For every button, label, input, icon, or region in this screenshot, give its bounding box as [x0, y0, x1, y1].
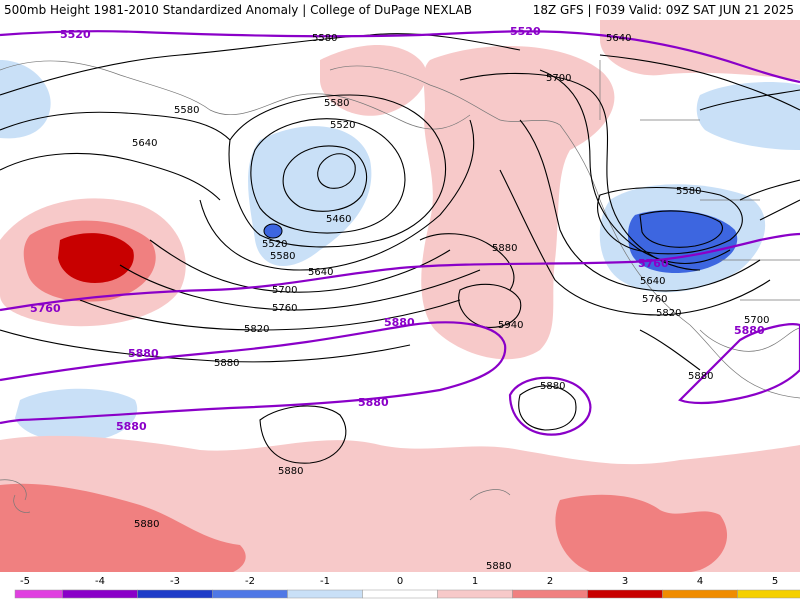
- colorbar-tick-label: 3: [622, 576, 628, 587]
- highlight-label: 5520: [60, 28, 91, 41]
- product-title: 500mb Height 1981-2010 Standardized Anom…: [4, 0, 472, 20]
- colorbar-tick-label: -3: [170, 576, 180, 587]
- contour-label: 5880: [688, 371, 713, 382]
- highlight-label: 5760: [638, 257, 669, 270]
- contour-label: 5880: [214, 358, 239, 369]
- map-svg: 5580 5640 5700 5580 5520 5580 5460 5520 …: [0, 20, 800, 578]
- colorbar-tick-label: 2: [547, 576, 553, 587]
- contour-label: 5760: [642, 294, 667, 305]
- colorbar-tick-label: 0: [397, 576, 403, 587]
- highlight-label: 5880: [358, 396, 389, 409]
- colorbar-swatch: [738, 590, 800, 598]
- colorbar-swatch: [588, 590, 663, 598]
- anomaly-map: 5580 5640 5700 5580 5520 5580 5460 5520 …: [0, 20, 800, 578]
- contour-label: 5940: [498, 320, 523, 331]
- model-run-info: 18Z GFS | F039 Valid: 09Z SAT JUN 21 202…: [533, 0, 794, 20]
- negative-anomaly-core: [264, 224, 282, 238]
- highlight-label: 5520: [510, 25, 541, 38]
- colorbar-tick-labels: -5 -4 -3 -2 -1 0 1 2 3 4 5: [20, 576, 778, 587]
- colorbar-tick-label: -1: [320, 576, 330, 587]
- colorbar-swatch: [63, 590, 138, 598]
- contour-label: 5580: [676, 186, 701, 197]
- contour-label: 5520: [330, 120, 355, 131]
- colorbar-tick-label: -2: [245, 576, 255, 587]
- colorbar-swatch: [138, 590, 213, 598]
- colorbar-tick-label: -4: [95, 576, 105, 587]
- contour-label: 5640: [640, 276, 665, 287]
- contour-label: 5880: [134, 519, 159, 530]
- highlight-label: 5880: [734, 324, 765, 337]
- map-header: 500mb Height 1981-2010 Standardized Anom…: [0, 0, 800, 20]
- contour-label: 5880: [540, 381, 565, 392]
- contour-label: 5880: [486, 561, 511, 572]
- colorbar-swatch: [438, 590, 513, 598]
- contour-label: 5520: [262, 239, 287, 250]
- colorbar-swatch: [513, 590, 588, 598]
- contour-label: 5460: [326, 214, 351, 225]
- colorbar-swatches: [15, 590, 800, 598]
- colorbar-tick-label: 1: [472, 576, 478, 587]
- highlight-label: 5880: [384, 316, 415, 329]
- contour-label: 5580: [270, 251, 295, 262]
- highlight-label: 5760: [30, 302, 61, 315]
- contour-label: 5880: [492, 243, 517, 254]
- highlight-label: 5880: [116, 420, 147, 433]
- contour-label: 5700: [272, 285, 297, 296]
- contour-label: 5580: [312, 33, 337, 44]
- colorbar-tick-label: -5: [20, 576, 30, 587]
- contour-label: 5640: [606, 33, 631, 44]
- colorbar-tick-label: 4: [697, 576, 703, 587]
- colorbar-tick-label: 5: [772, 576, 778, 587]
- contour-label: 5580: [324, 98, 349, 109]
- colorbar-swatch: [363, 590, 438, 598]
- contour-label: 5820: [656, 308, 681, 319]
- contour-label: 5580: [174, 105, 199, 116]
- highlight-label: 5880: [128, 347, 159, 360]
- contour-label: 5760: [272, 303, 297, 314]
- anomaly-colorbar: -5 -4 -3 -2 -1 0 1 2 3 4 5: [0, 572, 800, 600]
- positive-anomaly-region: [600, 20, 800, 80]
- colorbar-swatch: [288, 590, 363, 598]
- contour-label: 5640: [132, 138, 157, 149]
- contour-label: 5640: [308, 267, 333, 278]
- colorbar-swatch: [213, 590, 288, 598]
- contour-label: 5700: [546, 73, 571, 84]
- contour-label: 5880: [278, 466, 303, 477]
- colorbar-swatch: [663, 590, 738, 598]
- colorbar-svg: -5 -4 -3 -2 -1 0 1 2 3 4 5: [0, 572, 800, 600]
- contour-label: 5820: [244, 324, 269, 335]
